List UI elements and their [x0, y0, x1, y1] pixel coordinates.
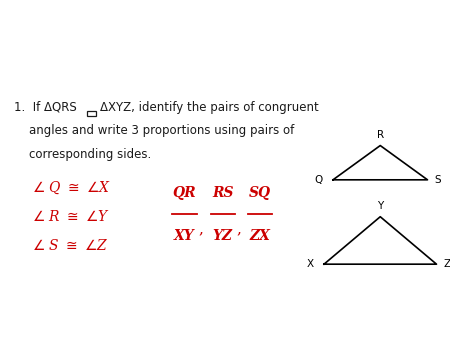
Text: YZ: YZ: [213, 228, 233, 243]
Text: RS: RS: [212, 186, 234, 199]
Text: corresponding sides.: corresponding sides.: [29, 148, 152, 161]
Text: Y: Y: [377, 201, 383, 211]
Text: XY: XY: [174, 228, 195, 243]
Text: ΔXYZ, identify the pairs of congruent: ΔXYZ, identify the pairs of congruent: [100, 101, 319, 114]
Text: X: X: [307, 259, 314, 269]
Text: ZX: ZX: [250, 228, 270, 243]
Text: WARM UP: WARM UP: [141, 23, 309, 52]
Text: $\angle$ S $\cong$ $\angle$Z: $\angle$ S $\cong$ $\angle$Z: [32, 238, 108, 253]
Text: ,: ,: [199, 222, 203, 236]
Text: S: S: [434, 175, 441, 185]
Text: QR: QR: [173, 186, 196, 199]
Text: R: R: [377, 130, 384, 140]
Text: $\angle$ Q $\cong$ $\angle$X: $\angle$ Q $\cong$ $\angle$X: [32, 179, 110, 196]
Text: Q: Q: [315, 175, 323, 185]
Text: $\angle$ R $\cong$ $\angle$Y: $\angle$ R $\cong$ $\angle$Y: [32, 209, 109, 224]
Text: 1.  If ΔQRS: 1. If ΔQRS: [14, 101, 76, 114]
Bar: [87, 111, 96, 116]
Text: angles and write 3 proportions using pairs of: angles and write 3 proportions using pai…: [29, 124, 294, 138]
Text: ,: ,: [237, 222, 242, 236]
Text: Z: Z: [443, 259, 450, 269]
Text: SQ: SQ: [249, 186, 271, 199]
